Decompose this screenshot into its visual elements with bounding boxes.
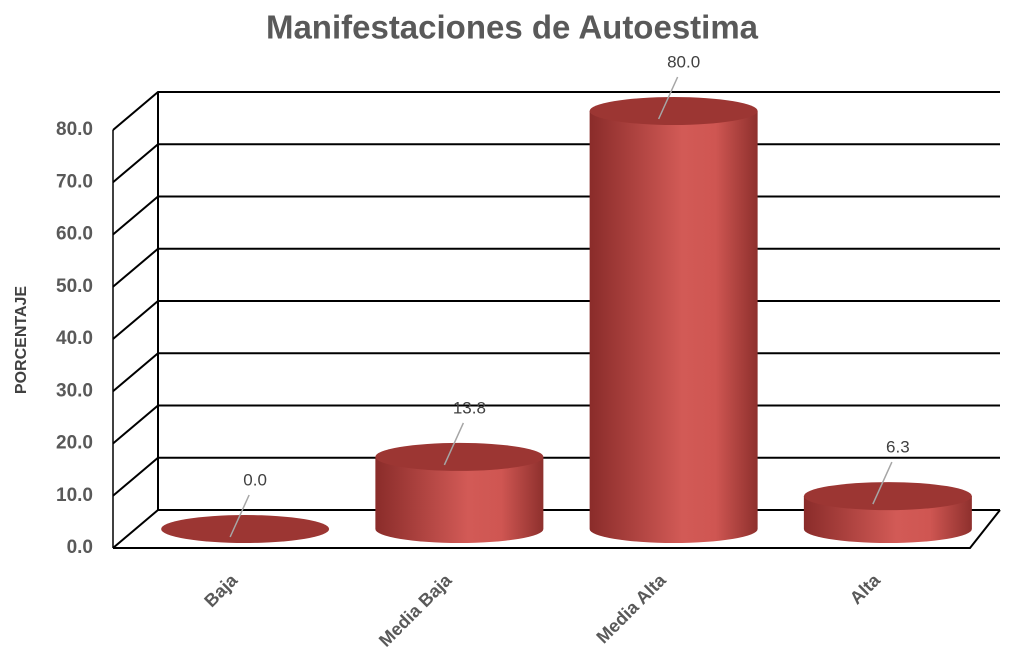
cylinder bbox=[375, 442, 544, 544]
y-tick-label: 70.0 bbox=[56, 171, 93, 192]
grid-line bbox=[112, 143, 1000, 184]
cylinder-top bbox=[803, 482, 972, 511]
cylinder-top bbox=[161, 515, 330, 543]
x-tick-label: Baja bbox=[200, 569, 242, 611]
grid-line bbox=[112, 195, 1000, 236]
y-tick-label: 10.0 bbox=[56, 485, 93, 506]
grid-line bbox=[112, 91, 1000, 131]
x-tick-label: Media Baja bbox=[375, 569, 456, 650]
value-label: 13.8 bbox=[453, 398, 486, 417]
value-label: 80.0 bbox=[667, 52, 700, 71]
grid-line bbox=[112, 404, 1000, 445]
grid-line bbox=[112, 300, 1000, 340]
cylinder bbox=[589, 97, 758, 544]
cylinder-body bbox=[589, 111, 758, 544]
floor bbox=[113, 509, 1001, 549]
y-axis-label: PORCENTAJE bbox=[13, 286, 30, 394]
chart-title: Manifestaciones de Autoestima bbox=[266, 9, 759, 46]
value-label: 6.3 bbox=[886, 438, 910, 457]
grid-line bbox=[112, 247, 1000, 288]
y-tick-label: 40.0 bbox=[56, 328, 93, 349]
leader-line bbox=[443, 422, 465, 466]
x-tick-label: Media Alta bbox=[592, 569, 670, 647]
leader-line bbox=[229, 494, 250, 538]
cylinder-top bbox=[375, 442, 544, 471]
y-tick-label: 0.0 bbox=[67, 537, 93, 558]
leader-line bbox=[657, 76, 679, 120]
y-tick-label: 30.0 bbox=[56, 380, 93, 401]
cylinder-body bbox=[375, 456, 544, 544]
cylinder bbox=[803, 482, 972, 544]
y-tick-label: 80.0 bbox=[56, 119, 93, 140]
cylinder bbox=[161, 515, 330, 543]
leader-line bbox=[872, 461, 893, 505]
y-tick-label: 20.0 bbox=[56, 433, 93, 454]
x-tick-label: Alta bbox=[846, 569, 885, 608]
value-label: 0.0 bbox=[243, 470, 267, 489]
y-tick-label: 50.0 bbox=[56, 276, 93, 297]
y-tick-label: 60.0 bbox=[56, 224, 93, 245]
grid-line bbox=[112, 352, 1000, 393]
cylinder-top bbox=[589, 97, 758, 125]
